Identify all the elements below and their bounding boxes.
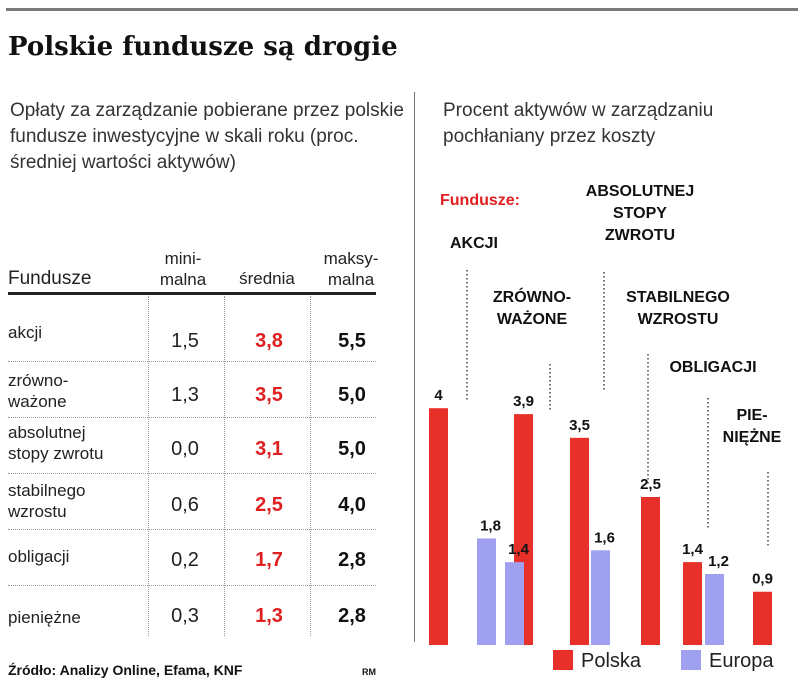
legend-label-polska: Polska <box>581 650 642 672</box>
row-min-zrownowazone: 1,3 <box>171 384 199 406</box>
value-label-polska: 1,4 <box>682 541 704 558</box>
legend-polska: Polska <box>553 650 641 673</box>
header-min: mini- malna <box>159 249 207 289</box>
row-avg-pieniezne: 1,3 <box>255 605 283 627</box>
chart-subtitle: Procent aktywów w zarządzaniu pochłanian… <box>443 100 714 147</box>
row-label-stabilnego: stabilnego wzrostu <box>8 481 86 521</box>
category-label: STABILNEGO WZROSTU <box>626 289 730 328</box>
value-label-europa: 1,6 <box>594 529 615 546</box>
col-divider-1 <box>148 296 149 636</box>
legend-europa: Europa <box>681 650 774 673</box>
row-label-akcji: akcji <box>8 323 43 342</box>
row-avg-zrownowazone: 3,5 <box>255 384 283 406</box>
value-label-polska: 4 <box>434 387 443 404</box>
bar-polska <box>570 437 589 645</box>
row-min-obligacji: 0,2 <box>171 549 199 571</box>
row-max-pieniezne: 2,8 <box>338 605 366 627</box>
row-divider <box>8 417 376 418</box>
row-label-absolutnej: absolutnej stopy zwrotu <box>8 423 104 463</box>
value-label-polska: 0,9 <box>752 571 773 588</box>
row-min-absolutnej: 0,0 <box>171 438 199 460</box>
row-min-pieniezne: 0,3 <box>171 605 199 627</box>
row-label-zrownowazone: zrówno- ważone <box>8 371 69 411</box>
bar-europa <box>591 550 610 645</box>
category-label: OBLIGACJI <box>669 359 756 376</box>
col-divider-3 <box>310 296 311 636</box>
value-label-europa: 1,2 <box>708 553 729 570</box>
legend-swatch-europa <box>681 650 701 670</box>
source-note: Źródło: Analizy Online, Efama, KNF <box>8 662 243 678</box>
legend-label-europa: Europa <box>709 650 774 672</box>
row-avg-obligacji: 1,7 <box>255 549 283 571</box>
header-rule <box>8 292 376 295</box>
column-divider <box>414 92 415 642</box>
bar-europa <box>705 573 724 645</box>
row-max-obligacji: 2,8 <box>338 549 366 571</box>
category-label: AKCJI <box>450 235 498 252</box>
header-fund: Fundusze <box>8 268 92 289</box>
row-avg-absolutnej: 3,1 <box>255 438 283 460</box>
page-title: Polskie fundusze są drogie <box>8 32 398 62</box>
author-initials: RM <box>362 667 376 677</box>
header-avg: średnia <box>239 269 295 288</box>
header-max: maksy- malna <box>323 249 379 289</box>
row-avg-akcji: 3,8 <box>255 330 283 352</box>
bar-europa <box>477 538 496 645</box>
row-min-akcji: 1,5 <box>171 330 199 352</box>
row-max-absolutnej: 5,0 <box>338 438 366 460</box>
row-max-zrownowazone: 5,0 <box>338 384 366 406</box>
category-label: PIE-NIĘŻNE <box>723 407 782 446</box>
row-divider <box>8 473 376 474</box>
row-divider <box>8 529 376 530</box>
row-avg-stabilnego: 2,5 <box>255 494 283 516</box>
table-subtitle: Opłaty za zarządzanie pobierane przez po… <box>10 100 404 173</box>
row-max-akcji: 5,5 <box>338 330 366 352</box>
bar-polska <box>641 497 660 645</box>
value-label-polska: 2,5 <box>640 476 661 493</box>
top-rule <box>6 8 798 11</box>
value-label-polska: 3,5 <box>569 417 590 434</box>
row-label-pieniezne: pieniężne <box>8 608 81 627</box>
legend-swatch-polska <box>553 650 573 670</box>
value-label-europa: 1,4 <box>508 541 530 558</box>
bar-europa <box>505 562 524 645</box>
row-divider <box>8 585 376 586</box>
bar-polska <box>753 591 772 645</box>
category-label: ABSOLUTNEJ STOPY ZWROTU <box>586 183 694 244</box>
row-label-obligacji: obligacji <box>8 547 70 566</box>
row-divider <box>8 361 376 362</box>
chart-group-heading: Fundusze: <box>440 192 520 209</box>
bar-polska <box>683 562 702 645</box>
col-divider-2 <box>224 296 225 636</box>
row-max-stabilnego: 4,0 <box>338 494 366 516</box>
row-min-stabilnego: 0,6 <box>171 494 199 516</box>
bar-polska <box>429 408 448 645</box>
category-label: ZRÓWNO-WAŻONE <box>493 287 571 328</box>
value-label-europa: 1,8 <box>480 517 501 534</box>
value-label-polska: 3,9 <box>513 393 534 410</box>
